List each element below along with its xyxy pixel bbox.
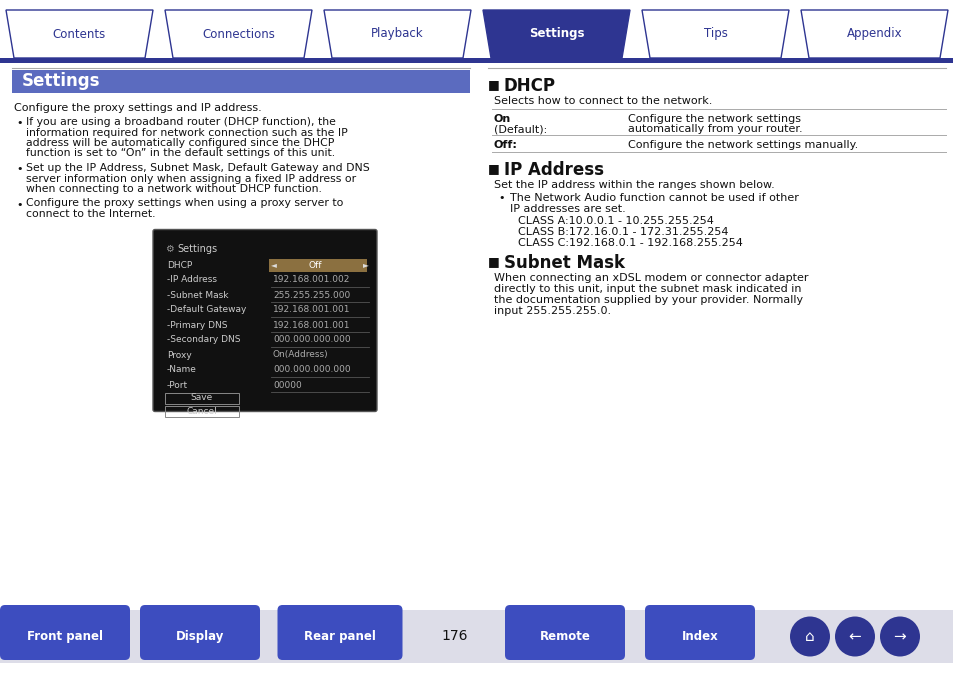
Text: DHCP: DHCP [167, 260, 193, 269]
Text: server information only when assigning a fixed IP address or: server information only when assigning a… [26, 174, 355, 184]
Text: IP addresses are set.: IP addresses are set. [510, 203, 625, 213]
Text: -Secondary DNS: -Secondary DNS [167, 336, 240, 345]
Text: Display: Display [175, 630, 224, 643]
Text: information required for network connection such as the IP: information required for network connect… [26, 127, 348, 137]
Text: CLASS C:192.168.0.1 - 192.168.255.254: CLASS C:192.168.0.1 - 192.168.255.254 [517, 238, 742, 248]
FancyBboxPatch shape [277, 605, 402, 660]
Text: 255.255.255.000: 255.255.255.000 [273, 291, 350, 299]
Text: Rear panel: Rear panel [304, 630, 375, 643]
Text: ■: ■ [488, 255, 499, 268]
Text: address will be automatically configured since the DHCP: address will be automatically configured… [26, 138, 334, 148]
Text: 192.168.001.002: 192.168.001.002 [273, 275, 350, 285]
Text: -Subnet Mask: -Subnet Mask [167, 291, 229, 299]
FancyBboxPatch shape [644, 605, 754, 660]
Text: •: • [497, 193, 504, 203]
Text: •: • [16, 164, 23, 174]
Text: -Port: -Port [167, 380, 188, 390]
Text: •: • [16, 118, 23, 128]
Text: Cancel: Cancel [187, 406, 217, 415]
Circle shape [789, 616, 829, 656]
Text: CLASS A:10.0.0.1 - 10.255.255.254: CLASS A:10.0.0.1 - 10.255.255.254 [517, 216, 713, 226]
Text: Settings: Settings [22, 73, 100, 90]
Text: 192.168.001.001: 192.168.001.001 [273, 306, 350, 314]
Text: Off:: Off: [494, 140, 517, 150]
Text: On(Address): On(Address) [273, 351, 328, 359]
Text: Selects how to connect to the network.: Selects how to connect to the network. [494, 96, 712, 106]
Text: Set the IP address within the ranges shown below.: Set the IP address within the ranges sho… [494, 180, 774, 190]
Polygon shape [324, 10, 471, 58]
Text: 176: 176 [441, 629, 468, 643]
Text: input 255.255.255.0.: input 255.255.255.0. [494, 306, 611, 316]
Text: ■: ■ [488, 162, 499, 175]
Text: 000.000.000.000: 000.000.000.000 [273, 336, 351, 345]
Text: Off: Off [308, 260, 321, 269]
Text: IP Address: IP Address [503, 161, 603, 179]
Text: Index: Index [680, 630, 718, 643]
Text: automatically from your router.: automatically from your router. [627, 124, 801, 134]
Text: when connecting to a network without DHCP function.: when connecting to a network without DHC… [26, 184, 321, 194]
Polygon shape [6, 10, 152, 58]
Text: When connecting an xDSL modem or connector adapter: When connecting an xDSL modem or connect… [494, 273, 807, 283]
Circle shape [834, 616, 874, 656]
Text: Configure the proxy settings when using a proxy server to: Configure the proxy settings when using … [26, 199, 343, 209]
Text: ⚙: ⚙ [165, 244, 173, 254]
Bar [0, 58, 953, 63]
Bar [0, 610, 953, 663]
Text: (Default):: (Default): [494, 124, 547, 134]
Text: ←: ← [848, 629, 861, 644]
Text: 00000: 00000 [273, 380, 301, 390]
Bar [165, 406, 239, 417]
FancyBboxPatch shape [152, 229, 376, 411]
Text: the documentation supplied by your provider. Normally: the documentation supplied by your provi… [494, 295, 802, 305]
FancyBboxPatch shape [0, 605, 130, 660]
Bar [12, 70, 470, 93]
Text: 192.168.001.001: 192.168.001.001 [273, 320, 350, 330]
Text: -Default Gateway: -Default Gateway [167, 306, 246, 314]
Text: 000.000.000.000: 000.000.000.000 [273, 365, 351, 374]
Text: function is set to “On” in the default settings of this unit.: function is set to “On” in the default s… [26, 149, 335, 159]
Text: Configure the network settings: Configure the network settings [627, 114, 801, 124]
Text: -IP Address: -IP Address [167, 275, 216, 285]
Text: Contents: Contents [52, 28, 106, 40]
Text: Front panel: Front panel [27, 630, 103, 643]
Bar [165, 392, 239, 404]
Polygon shape [165, 10, 312, 58]
Text: -Name: -Name [167, 365, 196, 374]
Bar [269, 258, 367, 271]
Polygon shape [482, 10, 629, 58]
Text: CLASS B:172.16.0.1 - 172.31.255.254: CLASS B:172.16.0.1 - 172.31.255.254 [517, 227, 728, 237]
Text: •: • [16, 199, 23, 209]
Text: ◄: ◄ [271, 260, 276, 269]
Text: Tips: Tips [702, 28, 727, 40]
FancyBboxPatch shape [504, 605, 624, 660]
Text: If you are using a broadband router (DHCP function), the: If you are using a broadband router (DHC… [26, 117, 335, 127]
Text: Settings: Settings [177, 244, 217, 254]
Text: ⌂: ⌂ [804, 629, 814, 644]
Text: ■: ■ [488, 78, 499, 91]
Text: DHCP: DHCP [503, 77, 556, 95]
Text: Configure the proxy settings and IP address.: Configure the proxy settings and IP addr… [14, 103, 261, 113]
FancyBboxPatch shape [140, 605, 260, 660]
Text: Playback: Playback [371, 28, 423, 40]
Text: Set up the IP Address, Subnet Mask, Default Gateway and DNS: Set up the IP Address, Subnet Mask, Defa… [26, 163, 370, 173]
Text: Appendix: Appendix [846, 28, 902, 40]
Text: On: On [494, 114, 511, 124]
Polygon shape [641, 10, 788, 58]
Text: directly to this unit, input the subnet mask indicated in: directly to this unit, input the subnet … [494, 284, 801, 294]
Text: Subnet Mask: Subnet Mask [503, 254, 624, 272]
Text: →: → [893, 629, 905, 644]
Text: The Network Audio function cannot be used if other: The Network Audio function cannot be use… [510, 193, 798, 203]
Text: Configure the network settings manually.: Configure the network settings manually. [627, 140, 858, 150]
Polygon shape [801, 10, 947, 58]
Text: Remote: Remote [539, 630, 590, 643]
Text: Save: Save [191, 394, 213, 402]
Text: Connections: Connections [202, 28, 274, 40]
Text: connect to the Internet.: connect to the Internet. [26, 209, 155, 219]
Circle shape [879, 616, 919, 656]
Text: Proxy: Proxy [167, 351, 192, 359]
Text: -Primary DNS: -Primary DNS [167, 320, 227, 330]
Text: Settings: Settings [528, 28, 583, 40]
Text: ►: ► [363, 260, 369, 269]
